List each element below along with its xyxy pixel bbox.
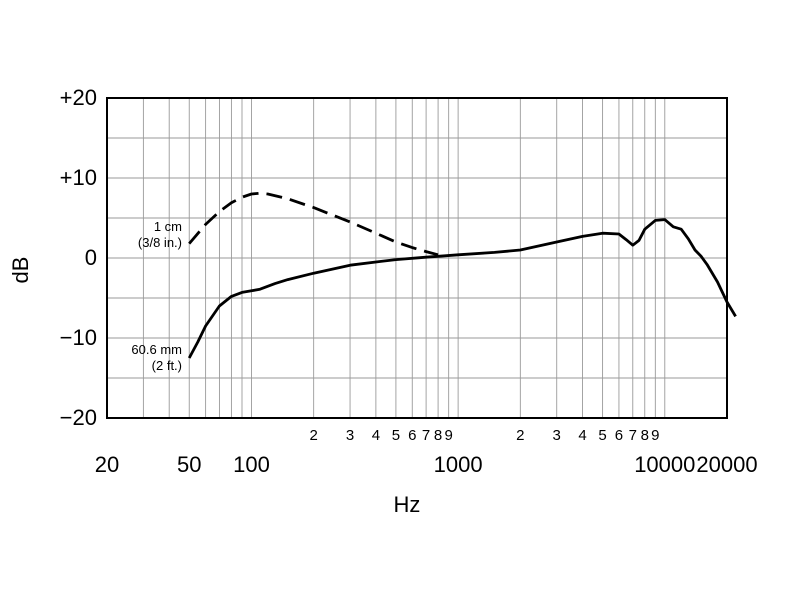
x-minor-tick-label: 2 [516, 427, 524, 444]
x-major-tick-label: 20000 [696, 452, 757, 477]
series-line-solid [187, 218, 737, 359]
series-annotation-line: (3/8 in.) [138, 235, 182, 250]
x-axis-label: Hz [394, 492, 421, 517]
x-minor-tick-label: 6 [615, 427, 623, 444]
series-annotation-line: 60.6 mm [131, 342, 182, 357]
series-layer [187, 191, 737, 359]
x-minor-tick-label: 5 [598, 427, 606, 444]
y-tick-label: −20 [60, 405, 97, 430]
y-axis-label: dB [8, 257, 33, 284]
x-major-tick-label: 50 [177, 452, 201, 477]
y-tick-label: 0 [85, 245, 97, 270]
y-tick-label: +20 [60, 85, 97, 110]
x-minor-tick-label: 3 [553, 427, 561, 444]
x-minor-tick-label: 4 [578, 427, 586, 444]
x-minor-tick-label: 5 [392, 427, 400, 444]
series-annotation-line: (2 ft.) [152, 358, 182, 373]
x-major-tick-label: 1000 [434, 452, 483, 477]
x-minor-tick-label: 2 [309, 427, 317, 444]
x-tick-labels: 2 3 4 5 6 7 8 9 2 3 4 5 6 7 8 920 50 100 1000 10000 20000 [95, 427, 758, 477]
x-minor-tick-label: 3 [346, 427, 354, 444]
x-minor-tick-label: 9 [651, 427, 659, 444]
x-minor-tick-label: 4 [372, 427, 380, 444]
y-tick-label: −10 [60, 325, 97, 350]
x-minor-tick-label: 7 [629, 427, 637, 444]
y-tick-label: +10 [60, 165, 97, 190]
x-minor-tick-label: 8 [434, 427, 442, 444]
series-annotations: 1 cm(3/8 in.) 60.6 mm(2 ft.) [131, 219, 182, 373]
x-minor-tick-label: 9 [444, 427, 452, 444]
x-major-tick-label: 100 [233, 452, 270, 477]
x-minor-tick-label: 8 [641, 427, 649, 444]
x-major-tick-label: 10000 [634, 452, 695, 477]
y-tick-labels: +20 +10 0 −10 −20 [60, 85, 97, 430]
series-line-dashed [188, 191, 439, 257]
x-minor-tick-label: 7 [422, 427, 430, 444]
series-annotation-line: 1 cm [154, 219, 182, 234]
plot-frame [106, 97, 728, 419]
x-major-tick-label: 20 [95, 452, 119, 477]
x-minor-tick-label: 6 [408, 427, 416, 444]
